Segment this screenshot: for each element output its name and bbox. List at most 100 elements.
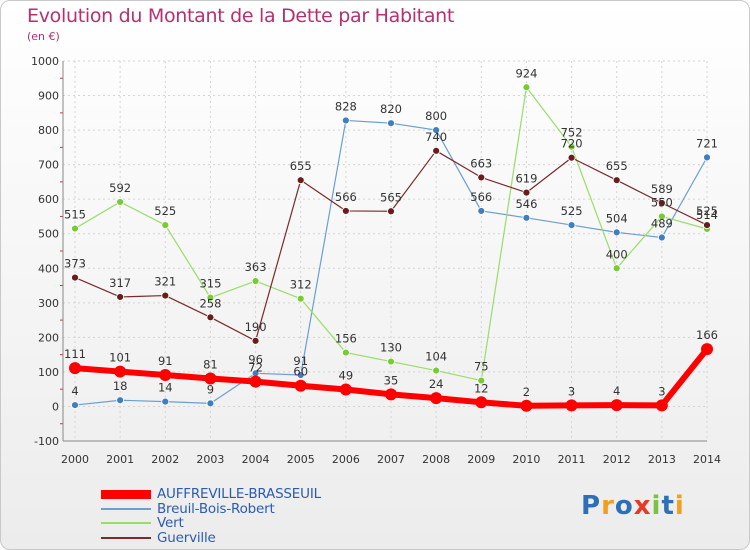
- proxiti-logo: Proxiti: [581, 491, 685, 521]
- data-point: [71, 224, 79, 233]
- data-point: [522, 83, 531, 92]
- x-tick-label: 2002: [151, 453, 179, 466]
- x-tick-label: 2001: [106, 453, 134, 466]
- data-point: [701, 343, 713, 356]
- data-point: [71, 401, 79, 409]
- data-point: [161, 221, 170, 229]
- data-point: [477, 207, 486, 215]
- data-point: [612, 264, 621, 273]
- y-tick-label: -100: [34, 435, 59, 448]
- data-point: [657, 233, 666, 242]
- data-label: 619: [515, 172, 537, 186]
- data-point: [251, 336, 260, 345]
- legend-label: AUFFREVILLE-BRASSEUIL: [157, 486, 321, 502]
- data-label: 111: [64, 347, 86, 361]
- data-point: [432, 126, 441, 134]
- data-point: [522, 188, 531, 197]
- data-label: 317: [109, 276, 131, 290]
- y-tick-label: 600: [38, 193, 59, 206]
- data-point: [204, 372, 217, 385]
- data-point: [341, 348, 350, 357]
- x-tick-label: 2003: [196, 453, 224, 466]
- data-point: [385, 388, 397, 401]
- x-tick-label: 2010: [512, 453, 540, 466]
- data-point: [655, 399, 668, 412]
- data-point: [387, 119, 395, 128]
- data-point: [206, 313, 215, 322]
- data-label: 546: [515, 197, 537, 211]
- data-point: [432, 366, 441, 375]
- data-label: 49: [339, 369, 354, 383]
- data-label: 515: [64, 208, 86, 222]
- data-label: 924: [515, 66, 537, 80]
- data-label: 9: [207, 382, 214, 396]
- data-point: [520, 399, 533, 412]
- data-label: 91: [293, 354, 308, 368]
- data-label: 91: [158, 354, 173, 368]
- legend-swatch: [101, 489, 151, 499]
- data-label: 566: [470, 190, 492, 204]
- data-label: 752: [561, 126, 583, 140]
- data-label: 489: [651, 217, 673, 231]
- data-point: [116, 293, 125, 301]
- y-tick-label: 900: [38, 90, 59, 103]
- data-label: 820: [380, 102, 402, 116]
- data-point: [161, 291, 170, 300]
- x-tick-label: 2012: [603, 453, 631, 466]
- data-point: [341, 207, 350, 215]
- legend-swatch: [101, 536, 151, 539]
- data-point: [657, 212, 666, 221]
- data-point: [161, 397, 170, 406]
- data-point: [475, 396, 488, 409]
- data-label: 655: [606, 159, 628, 173]
- data-label: 312: [290, 278, 312, 292]
- data-label: 321: [154, 275, 176, 289]
- data-label: 3: [568, 384, 575, 398]
- data-label: 101: [109, 351, 131, 365]
- data-point: [610, 399, 623, 412]
- data-label: 104: [425, 350, 447, 364]
- legend-swatch: [101, 507, 151, 510]
- data-label: 156: [335, 332, 357, 346]
- data-label: 525: [561, 204, 583, 218]
- y-tick-label: 100: [38, 366, 59, 379]
- x-tick-label: 2004: [242, 453, 270, 466]
- data-point: [251, 277, 260, 285]
- x-tick-label: 2008: [422, 453, 450, 466]
- data-label: 740: [425, 130, 447, 144]
- data-label: 663: [470, 156, 492, 170]
- data-point: [703, 221, 711, 229]
- x-tick-label: 2005: [287, 453, 315, 466]
- legend-label: Vert: [157, 515, 184, 531]
- data-point: [296, 294, 305, 303]
- data-label: 60: [293, 365, 308, 379]
- data-point: [296, 371, 305, 379]
- data-point: [339, 383, 352, 396]
- data-label: 258: [199, 296, 221, 310]
- data-label: 373: [64, 257, 86, 271]
- data-label: 18: [113, 379, 128, 393]
- data-point: [69, 362, 81, 375]
- legend-swatch: [101, 522, 151, 524]
- y-tick-label: 400: [38, 262, 59, 275]
- chart-title: Evolution du Montant de la Dette par Hab…: [27, 5, 455, 27]
- data-label: 4: [613, 384, 620, 398]
- data-label: 4: [71, 384, 78, 398]
- data-point: [477, 173, 486, 182]
- y-tick-label: 0: [52, 400, 59, 413]
- data-point: [565, 399, 578, 412]
- data-label: 828: [335, 99, 357, 113]
- data-label: 589: [651, 182, 673, 196]
- data-point: [703, 153, 711, 162]
- data-label: 721: [696, 136, 718, 150]
- data-point: [387, 207, 395, 216]
- data-label: 514: [696, 208, 718, 222]
- y-tick-label: 200: [38, 331, 59, 344]
- data-point: [522, 213, 531, 222]
- data-label: 96: [248, 352, 263, 366]
- data-point: [294, 379, 307, 392]
- data-label: 166: [696, 328, 718, 342]
- data-point: [341, 116, 350, 125]
- data-point: [567, 142, 576, 151]
